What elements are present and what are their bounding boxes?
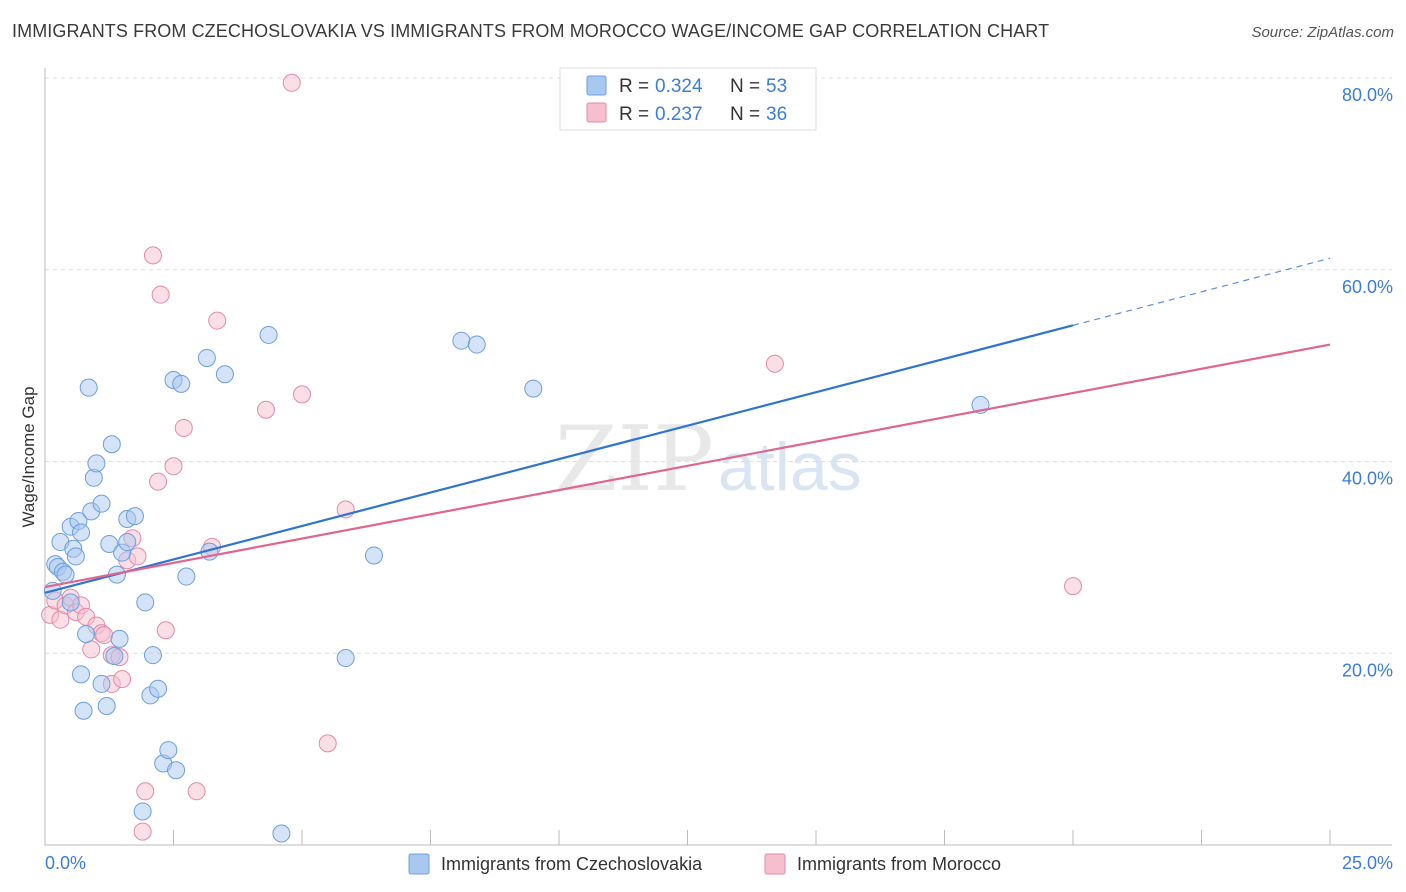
- czechoslovakia-point-21: [97, 696, 116, 715]
- morocco-trend-line: [44, 343, 1331, 589]
- x-tick-labels: 0.0% 25.0%: [45, 853, 1393, 873]
- correlation-legend: R = 0.324 N = 53 R = 0.237 N = 36: [559, 67, 817, 131]
- czechoslovakia-point-49: [452, 331, 471, 350]
- czechoslovakia-trend-extension: [1072, 257, 1331, 326]
- czechoslovakia-point-47: [336, 649, 355, 668]
- czechoslovakia-point-31: [133, 802, 152, 821]
- grid-lines: [45, 77, 1392, 654]
- morocco-point-24: [156, 621, 175, 640]
- morocco-point-31: [282, 73, 301, 92]
- morocco-point-33: [318, 734, 337, 753]
- czechoslovakia-point-29: [118, 533, 137, 552]
- czechoslovakia-point-5: [56, 565, 75, 584]
- trend-lines: [44, 257, 1331, 594]
- y-tick-label-2: 60.0%: [1342, 277, 1393, 297]
- czechoslovakia-point-35: [149, 679, 168, 698]
- legend-r-value-1: 0.324: [655, 76, 703, 97]
- morocco-point-18: [128, 547, 147, 566]
- y-tick-label-1: 40.0%: [1342, 469, 1393, 489]
- czechoslovakia-point-45: [259, 325, 278, 344]
- czechoslovakia-trend-line: [44, 324, 1074, 594]
- morocco-point-19: [133, 822, 152, 841]
- czechoslovakia-point-15: [79, 378, 98, 397]
- morocco-point-23: [151, 285, 170, 304]
- czechoslovakia-point-51: [524, 379, 543, 398]
- czechoslovakia-point-13: [74, 701, 93, 720]
- y-tick-label-0: 20.0%: [1342, 660, 1393, 680]
- czechoslovakia-point-24: [105, 647, 124, 666]
- czechoslovakia-point-19: [92, 674, 111, 693]
- czechoslovakia-point-32: [136, 593, 155, 612]
- y-axis-title: Wage/Income Gap: [19, 386, 38, 527]
- legend-n-label-2: N =: [730, 104, 760, 125]
- czechoslovakia-point-26: [110, 629, 129, 648]
- morocco-point-8: [82, 640, 101, 659]
- bottom-legend-swatch-pink: [764, 853, 786, 875]
- morocco-point-32: [293, 385, 311, 404]
- czechoslovakia-point-22: [100, 534, 119, 553]
- czechoslovakia-point-39: [167, 761, 186, 780]
- morocco-point-36: [1064, 577, 1082, 596]
- bottom-legend-swatch-blue: [408, 853, 430, 875]
- x-tick-label-1: 25.0%: [1342, 853, 1393, 873]
- legend-swatch-blue: [586, 75, 607, 96]
- legend-r-label-2: R =: [619, 104, 649, 125]
- czechoslovakia-point-41: [177, 567, 196, 586]
- legend-n-value-1: 53: [766, 76, 787, 97]
- czechoslovakia-point-30: [125, 507, 144, 526]
- czechoslovakia-point-48: [364, 546, 383, 565]
- morocco-point-15: [113, 670, 132, 689]
- czechoslovakia-point-12: [71, 665, 90, 684]
- morocco-point-20: [136, 782, 155, 801]
- legend-swatch-pink: [586, 102, 607, 123]
- morocco-point-21: [143, 246, 162, 265]
- bottom-legend-label-2: Immigrants from Morocco: [797, 854, 1001, 874]
- czechoslovakia-point-18: [87, 454, 106, 473]
- legend-r-value-2: 0.237: [655, 104, 703, 125]
- morocco-point-26: [174, 418, 193, 437]
- czechoslovakia-point-11: [71, 523, 90, 542]
- y-tick-label-3: 80.0%: [1342, 85, 1393, 105]
- czechoslovakia-point-42: [197, 348, 216, 367]
- czechoslovakia-point-20: [92, 494, 111, 513]
- czechoslovakia-point-14: [77, 625, 96, 644]
- legend-n-label-1: N =: [730, 76, 760, 97]
- watermark-atlas: atlas: [718, 429, 862, 505]
- watermark-zip: ZIP: [555, 407, 714, 512]
- czechoslovakia-point-44: [215, 365, 234, 384]
- series-legend: Immigrants from Czechoslovakia Immigrant…: [408, 853, 1001, 875]
- series-czechoslovakia-points: [43, 325, 990, 843]
- czechoslovakia-point-40: [172, 374, 191, 393]
- morocco-point-35: [765, 354, 784, 373]
- legend-r-label-1: R =: [619, 76, 649, 97]
- morocco-point-29: [208, 311, 227, 330]
- bottom-legend-label-1: Immigrants from Czechoslovakia: [441, 854, 703, 874]
- czechoslovakia-point-50: [467, 335, 486, 354]
- czechoslovakia-point-23: [102, 435, 121, 454]
- morocco-point-11: [95, 626, 114, 645]
- morocco-point-27: [187, 782, 206, 801]
- czechoslovakia-point-37: [159, 741, 178, 760]
- legend-n-value-2: 36: [766, 104, 787, 125]
- axes: [44, 68, 1392, 846]
- morocco-point-22: [149, 472, 168, 491]
- source-label: Source: ZipAtlas.com: [1251, 24, 1394, 41]
- x-tick-label-0: 0.0%: [45, 853, 86, 873]
- chart-title: IMMIGRANTS FROM CZECHOSLOVAKIA VS IMMIGR…: [12, 21, 1050, 41]
- morocco-point-30: [257, 400, 276, 419]
- morocco-point-25: [164, 457, 183, 476]
- y-tick-labels: 20.0% 40.0% 60.0% 80.0%: [1342, 85, 1393, 680]
- czechoslovakia-point-9: [66, 547, 85, 566]
- czechoslovakia-point-34: [143, 646, 162, 665]
- watermark: ZIP atlas: [555, 407, 862, 512]
- czechoslovakia-point-46: [272, 824, 291, 843]
- czechoslovakia-point-8: [61, 593, 80, 612]
